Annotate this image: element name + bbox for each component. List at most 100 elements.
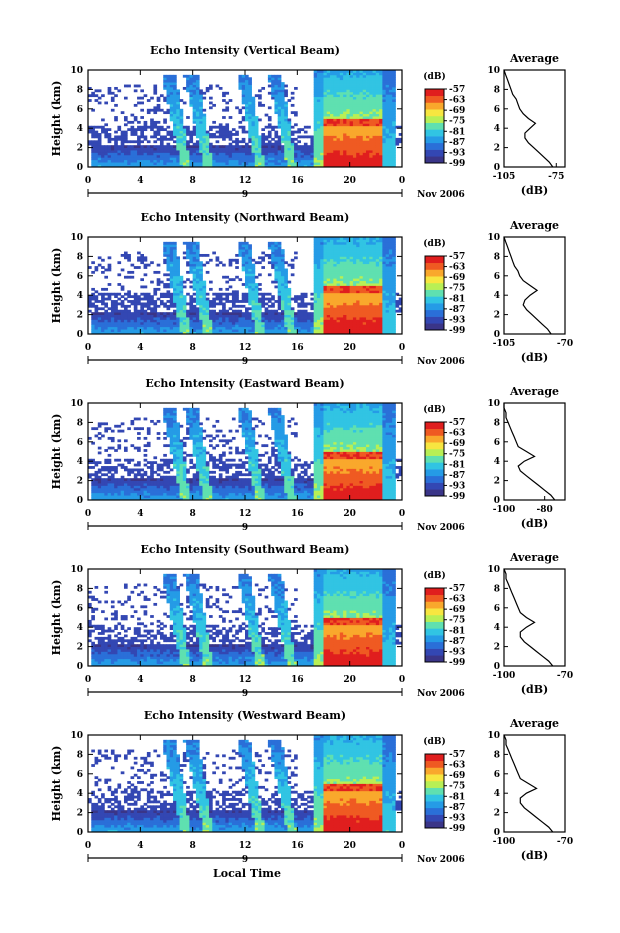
heatmap-cell bbox=[386, 143, 390, 146]
heatmap-cell bbox=[98, 315, 102, 318]
heatmap-cell bbox=[337, 261, 341, 264]
heatmap-cell bbox=[314, 157, 318, 160]
heatmap-cell bbox=[274, 157, 278, 160]
heatmap-cell bbox=[392, 85, 396, 88]
heatmap-cell bbox=[382, 140, 386, 143]
heatmap-cell bbox=[343, 242, 347, 245]
heatmap-cell bbox=[121, 327, 125, 330]
heatmap-cell bbox=[327, 276, 331, 279]
heatmap-cell bbox=[382, 319, 386, 322]
heatmap-cell bbox=[252, 133, 256, 136]
heatmap-cell bbox=[131, 152, 135, 155]
heatmap-cell bbox=[229, 315, 233, 318]
heatmap-cell bbox=[291, 152, 295, 155]
heatmap-cell bbox=[284, 148, 288, 151]
heatmap-cell bbox=[363, 298, 367, 301]
heatmap-cell bbox=[167, 160, 171, 163]
heatmap-cell bbox=[376, 89, 380, 92]
heatmap-cell bbox=[327, 288, 331, 291]
heatmap-cell bbox=[167, 143, 171, 146]
heatmap-cell bbox=[330, 94, 334, 97]
heatmap-cell bbox=[265, 145, 269, 148]
heatmap-cell bbox=[268, 123, 272, 126]
heatmap-cell bbox=[340, 119, 344, 122]
heatmap-cell bbox=[176, 106, 180, 109]
heatmap-cell bbox=[127, 319, 131, 322]
heatmap-cell bbox=[180, 278, 184, 281]
heatmap-cell bbox=[389, 152, 393, 155]
heatmap-cell bbox=[153, 85, 157, 88]
x-tick-label: 12 bbox=[239, 176, 252, 186]
heatmap-cell bbox=[196, 123, 200, 126]
heatmap-cell bbox=[170, 116, 174, 119]
heatmap-cell bbox=[284, 305, 288, 308]
heatmap-cell bbox=[278, 247, 282, 250]
heatmap-cell bbox=[147, 145, 151, 148]
heatmap-cell bbox=[320, 317, 324, 320]
heatmap-cell bbox=[229, 322, 233, 325]
heatmap-cell bbox=[248, 89, 252, 92]
heatmap-cell bbox=[248, 102, 252, 105]
heatmap-cell bbox=[193, 150, 197, 153]
heatmap-cell bbox=[343, 131, 347, 134]
heatmap-cell bbox=[366, 281, 370, 284]
heatmap-cell bbox=[183, 281, 187, 284]
heatmap-cell bbox=[137, 295, 141, 298]
heatmap-cell bbox=[206, 143, 210, 146]
heatmap-cell bbox=[248, 160, 252, 163]
heatmap-cell bbox=[376, 72, 380, 75]
heatmap-cell bbox=[330, 104, 334, 107]
heatmap-cell bbox=[108, 152, 112, 155]
heatmap-cell bbox=[278, 249, 282, 252]
heatmap-cell bbox=[255, 128, 259, 131]
heatmap-cell bbox=[320, 99, 324, 102]
heatmap-cell bbox=[157, 271, 161, 274]
heatmap-cell bbox=[337, 239, 341, 242]
heatmap-cell bbox=[343, 312, 347, 315]
heatmap-cell bbox=[242, 92, 246, 95]
heatmap-cell bbox=[202, 319, 206, 322]
heatmap-cell bbox=[248, 150, 252, 153]
heatmap-cell bbox=[117, 135, 121, 138]
heatmap-cell bbox=[379, 276, 383, 279]
heatmap-cell bbox=[330, 135, 334, 138]
heatmap-cell bbox=[176, 109, 180, 112]
heatmap-cell bbox=[314, 104, 318, 107]
heatmap-cell bbox=[245, 295, 249, 298]
heatmap-cell bbox=[350, 133, 354, 136]
heatmap-cell bbox=[186, 315, 190, 318]
heatmap-cell bbox=[333, 80, 337, 83]
heatmap-cell bbox=[134, 104, 138, 107]
heatmap-cell bbox=[317, 143, 321, 146]
heatmap-cell bbox=[327, 92, 331, 95]
heatmap-cell bbox=[369, 75, 373, 78]
heatmap-cell bbox=[170, 286, 174, 289]
heatmap-cell bbox=[206, 315, 210, 318]
heatmap-cell bbox=[363, 72, 367, 75]
heatmap-cell bbox=[379, 307, 383, 310]
heatmap-cell bbox=[193, 131, 197, 134]
heatmap-cell bbox=[193, 85, 197, 88]
heatmap-cell bbox=[173, 92, 177, 95]
heatmap-cell bbox=[219, 87, 223, 90]
heatmap-cell bbox=[193, 133, 197, 136]
heatmap-cell bbox=[356, 322, 360, 325]
heatmap-cell bbox=[363, 157, 367, 160]
heatmap-cell bbox=[252, 119, 256, 122]
heatmap-cell bbox=[196, 143, 200, 146]
heatmap-cell bbox=[343, 104, 347, 107]
heatmap-cell bbox=[343, 278, 347, 281]
heatmap-cell bbox=[359, 157, 363, 160]
heatmap-cell bbox=[389, 300, 393, 303]
heatmap-cell bbox=[317, 266, 321, 269]
heatmap-cell bbox=[98, 160, 102, 163]
heatmap-cell bbox=[274, 278, 278, 281]
heatmap-cell bbox=[340, 242, 344, 245]
heatmap-cell bbox=[327, 324, 331, 327]
heatmap-cell bbox=[131, 312, 135, 315]
heatmap-cell bbox=[274, 271, 278, 274]
heatmap-cell bbox=[180, 310, 184, 313]
heatmap-cell bbox=[337, 126, 341, 129]
heatmap-cell bbox=[379, 249, 383, 252]
heatmap-cell bbox=[353, 128, 357, 131]
